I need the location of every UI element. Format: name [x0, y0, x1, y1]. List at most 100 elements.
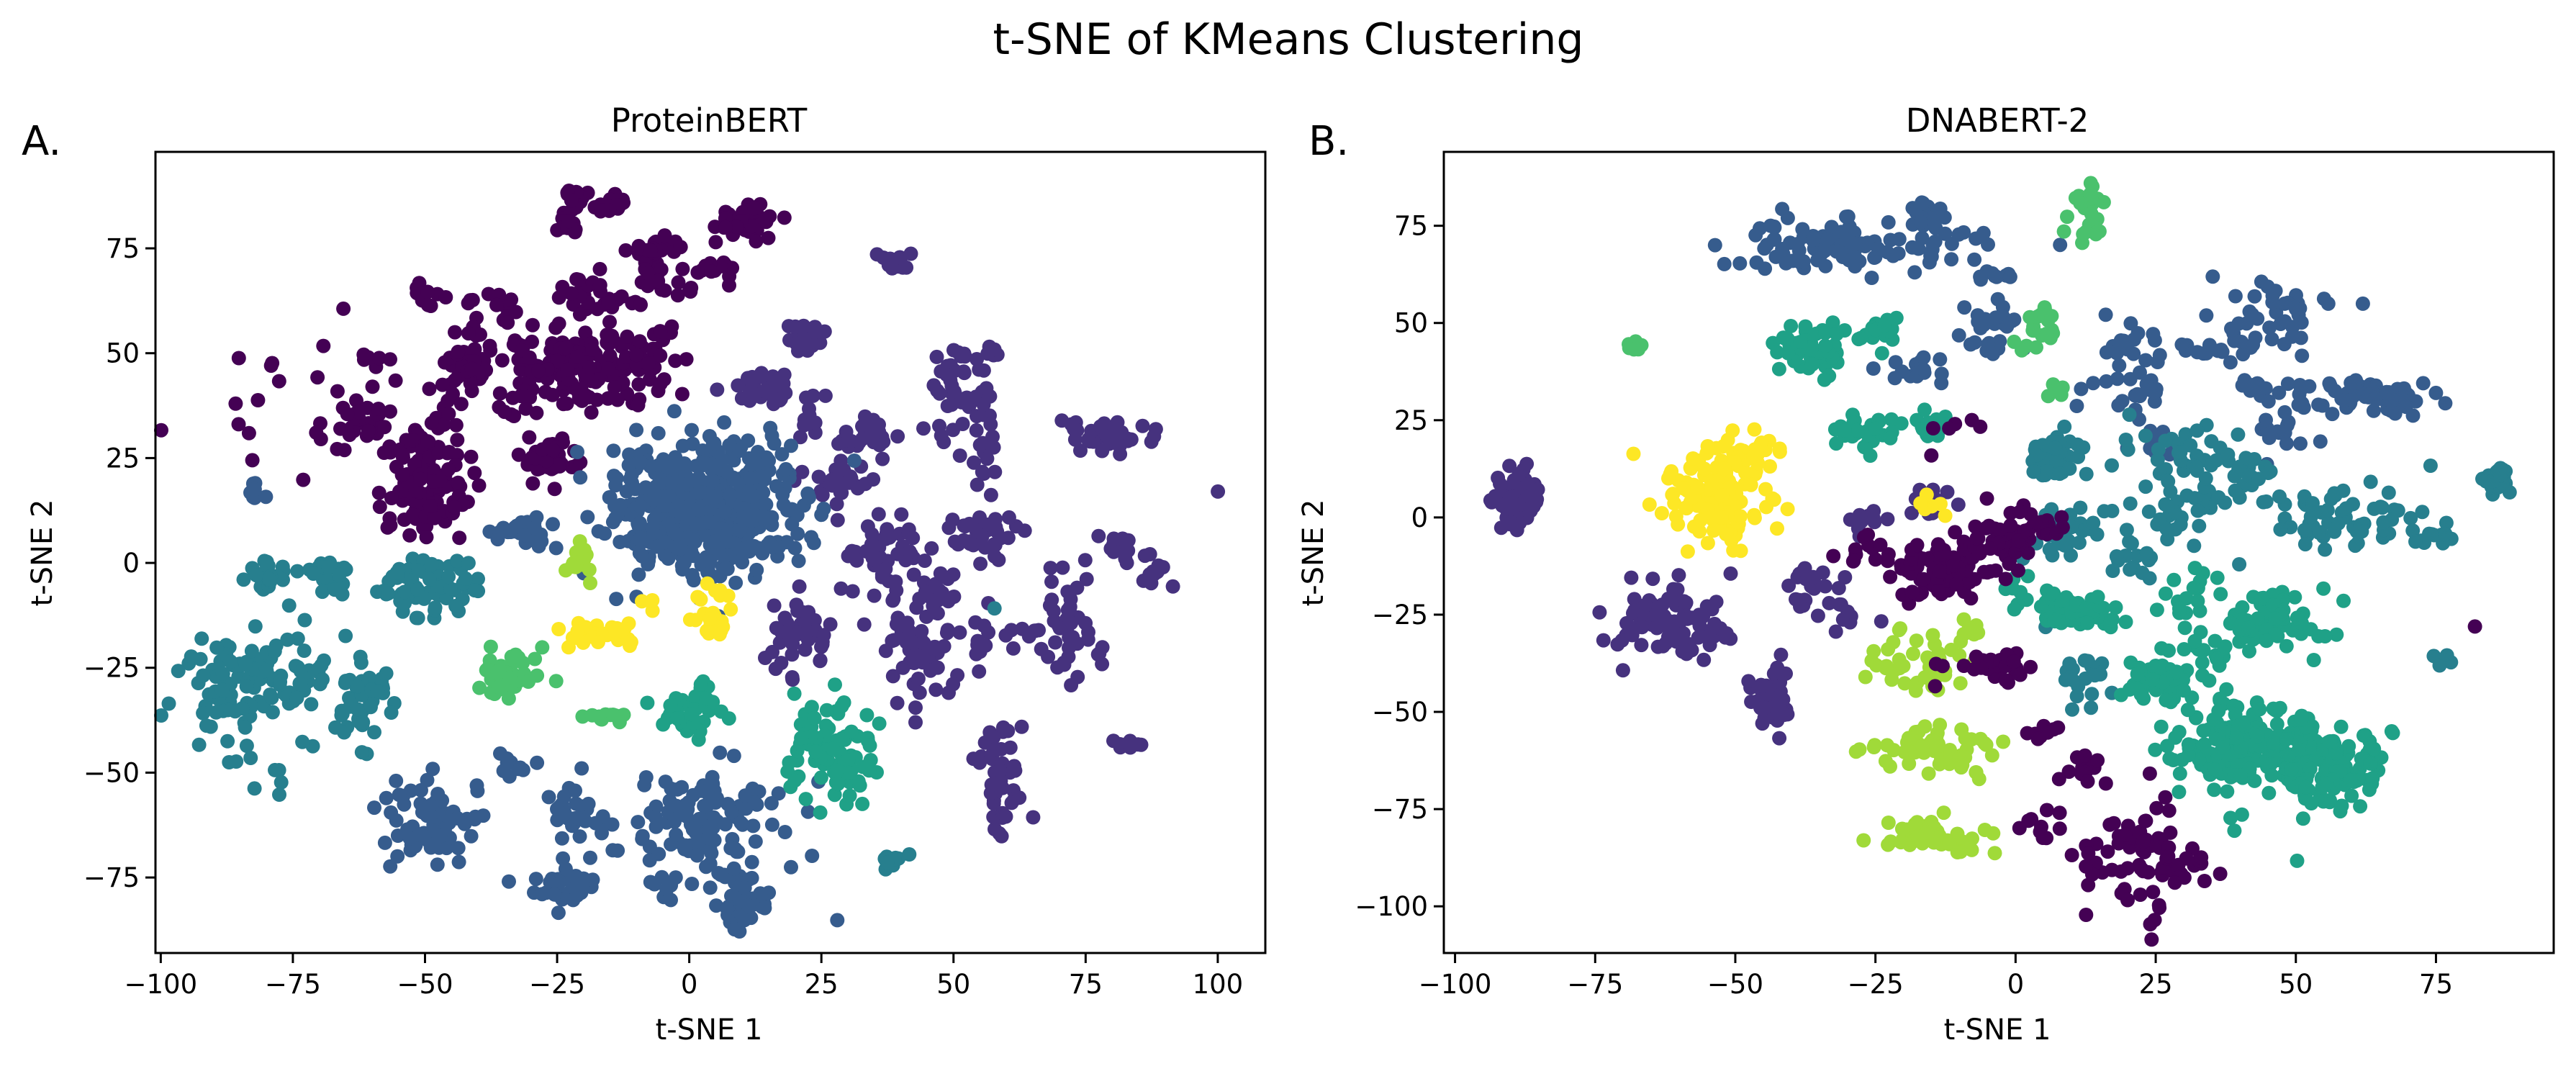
- panel-b-point: [2312, 525, 2326, 540]
- panel-a-point: [745, 489, 760, 504]
- panel-b-y-axis-label: t-SNE 2: [1297, 500, 1330, 607]
- panel-b-point: [2100, 844, 2115, 859]
- panel-b-point: [2105, 862, 2120, 877]
- panel-b-point: [2277, 405, 2292, 420]
- panel-b-x-ticks: −100 −75 −50 −25 0 25 50 75: [1419, 953, 2453, 1000]
- panel-a-y-tick-label: 75: [106, 233, 140, 264]
- panel-a-point: [903, 246, 918, 261]
- panel-a-point: [383, 859, 398, 874]
- panel-a-point: [397, 595, 412, 610]
- panel-a-point: [710, 382, 725, 397]
- panel-a-point: [970, 352, 985, 366]
- panel-b-point: [1874, 614, 1889, 629]
- panel-b-point: [2098, 307, 2113, 322]
- panel-b-point: [1692, 524, 1707, 539]
- panel-a-point: [483, 639, 498, 654]
- panel-b-point: [2158, 586, 2173, 601]
- panel-a-point: [844, 724, 859, 739]
- panel-a-point: [551, 905, 566, 921]
- panel-a-point: [735, 555, 750, 570]
- panel-b-point: [1832, 245, 1848, 261]
- panel-b-point: [2384, 724, 2399, 738]
- panel-b-point: [2026, 323, 2041, 338]
- panel-b-point: [2111, 398, 2126, 413]
- panel-a-point: [259, 663, 274, 678]
- panel-b-point: [1696, 461, 1712, 476]
- panel-b-point: [1758, 482, 1773, 497]
- panel-b-point: [1908, 683, 1923, 698]
- panel-b-point: [2141, 504, 2156, 519]
- panel-b-point: [2069, 689, 2084, 704]
- panel-a-point: [573, 470, 588, 485]
- panel-a-point: [451, 841, 466, 856]
- panel-a-point: [787, 773, 803, 788]
- panel-b-point: [2011, 533, 2026, 548]
- panel-a-point: [1091, 528, 1106, 543]
- panel-b-point: [2262, 320, 2277, 335]
- panel-b-point: [1864, 271, 1879, 285]
- panel-b-point: [2136, 834, 2151, 849]
- panel-b-point: [1904, 584, 1920, 600]
- panel-a-point: [648, 810, 663, 825]
- panel-a-point: [569, 810, 584, 826]
- panel-b-point: [2387, 406, 2403, 421]
- panel-a-point: [595, 203, 610, 218]
- panel-b-point: [1987, 268, 2002, 284]
- panel-a-point: [1065, 630, 1080, 645]
- panel-a-point: [777, 825, 792, 839]
- panel-a-point: [702, 554, 718, 569]
- panel-a-point: [573, 541, 588, 556]
- panel-b-point: [1717, 461, 1732, 476]
- panel-b-point: [1881, 816, 1896, 830]
- panel-a-point: [813, 770, 828, 785]
- panel-a-point: [817, 324, 832, 339]
- panel-b-point: [2049, 453, 2064, 469]
- panel-a-point: [424, 798, 439, 812]
- panel-b-point: [2179, 851, 2194, 866]
- panel-b-point: [2052, 821, 2067, 836]
- panel-a-point: [508, 304, 523, 320]
- panel-b-point: [2120, 861, 2135, 876]
- panel-b-point: [1831, 581, 1846, 595]
- panel-b-point: [2294, 315, 2309, 330]
- panel-a-point: [367, 800, 381, 816]
- panel-a-point: [556, 789, 571, 804]
- panel-a-point: [441, 407, 456, 421]
- panel-a-x-tick-label: 50: [936, 969, 970, 1000]
- panel-b-point: [2422, 526, 2436, 541]
- panel-a-point: [525, 317, 540, 333]
- panel-b-point: [2059, 538, 2074, 553]
- panel-a-point: [607, 380, 622, 394]
- panel-b-point: [1987, 846, 2002, 861]
- panel-a-point: [831, 777, 846, 792]
- panel-b-point: [2367, 391, 2382, 406]
- panel-b-point: [2190, 594, 2205, 609]
- panel-b-point: [2135, 565, 2150, 580]
- panel-b-point: [2366, 403, 2381, 418]
- panel-b-point: [2071, 536, 2087, 550]
- panel-b-point: [2086, 376, 2101, 391]
- panel-a-point: [389, 813, 404, 828]
- panel-b-point: [2297, 523, 2312, 538]
- panel-a-point: [1095, 443, 1110, 459]
- panel-b-point: [1770, 521, 1784, 536]
- panel-a-point: [841, 753, 856, 768]
- panel-a-point: [684, 707, 699, 722]
- panel-a-point: [805, 849, 820, 863]
- panel-b-point: [2438, 526, 2453, 541]
- panel-a-point: [857, 409, 872, 424]
- panel-b-point: [1693, 512, 1708, 528]
- panel-b-point: [2120, 893, 2135, 908]
- panel-b-point: [1733, 509, 1748, 524]
- panel-a-point: [976, 397, 991, 412]
- panel-b-point: [2344, 788, 2359, 803]
- panel-a-point: [1077, 553, 1093, 568]
- panel-b-point: [2438, 396, 2453, 411]
- panel-b-point: [2259, 412, 2273, 428]
- panel-a-point: [723, 488, 738, 503]
- panel-a-point: [458, 571, 473, 586]
- panel-a-point: [511, 447, 526, 462]
- panel-b-point: [1906, 646, 1920, 661]
- panel-a-point: [194, 631, 209, 646]
- panel-b-point: [2002, 269, 2017, 284]
